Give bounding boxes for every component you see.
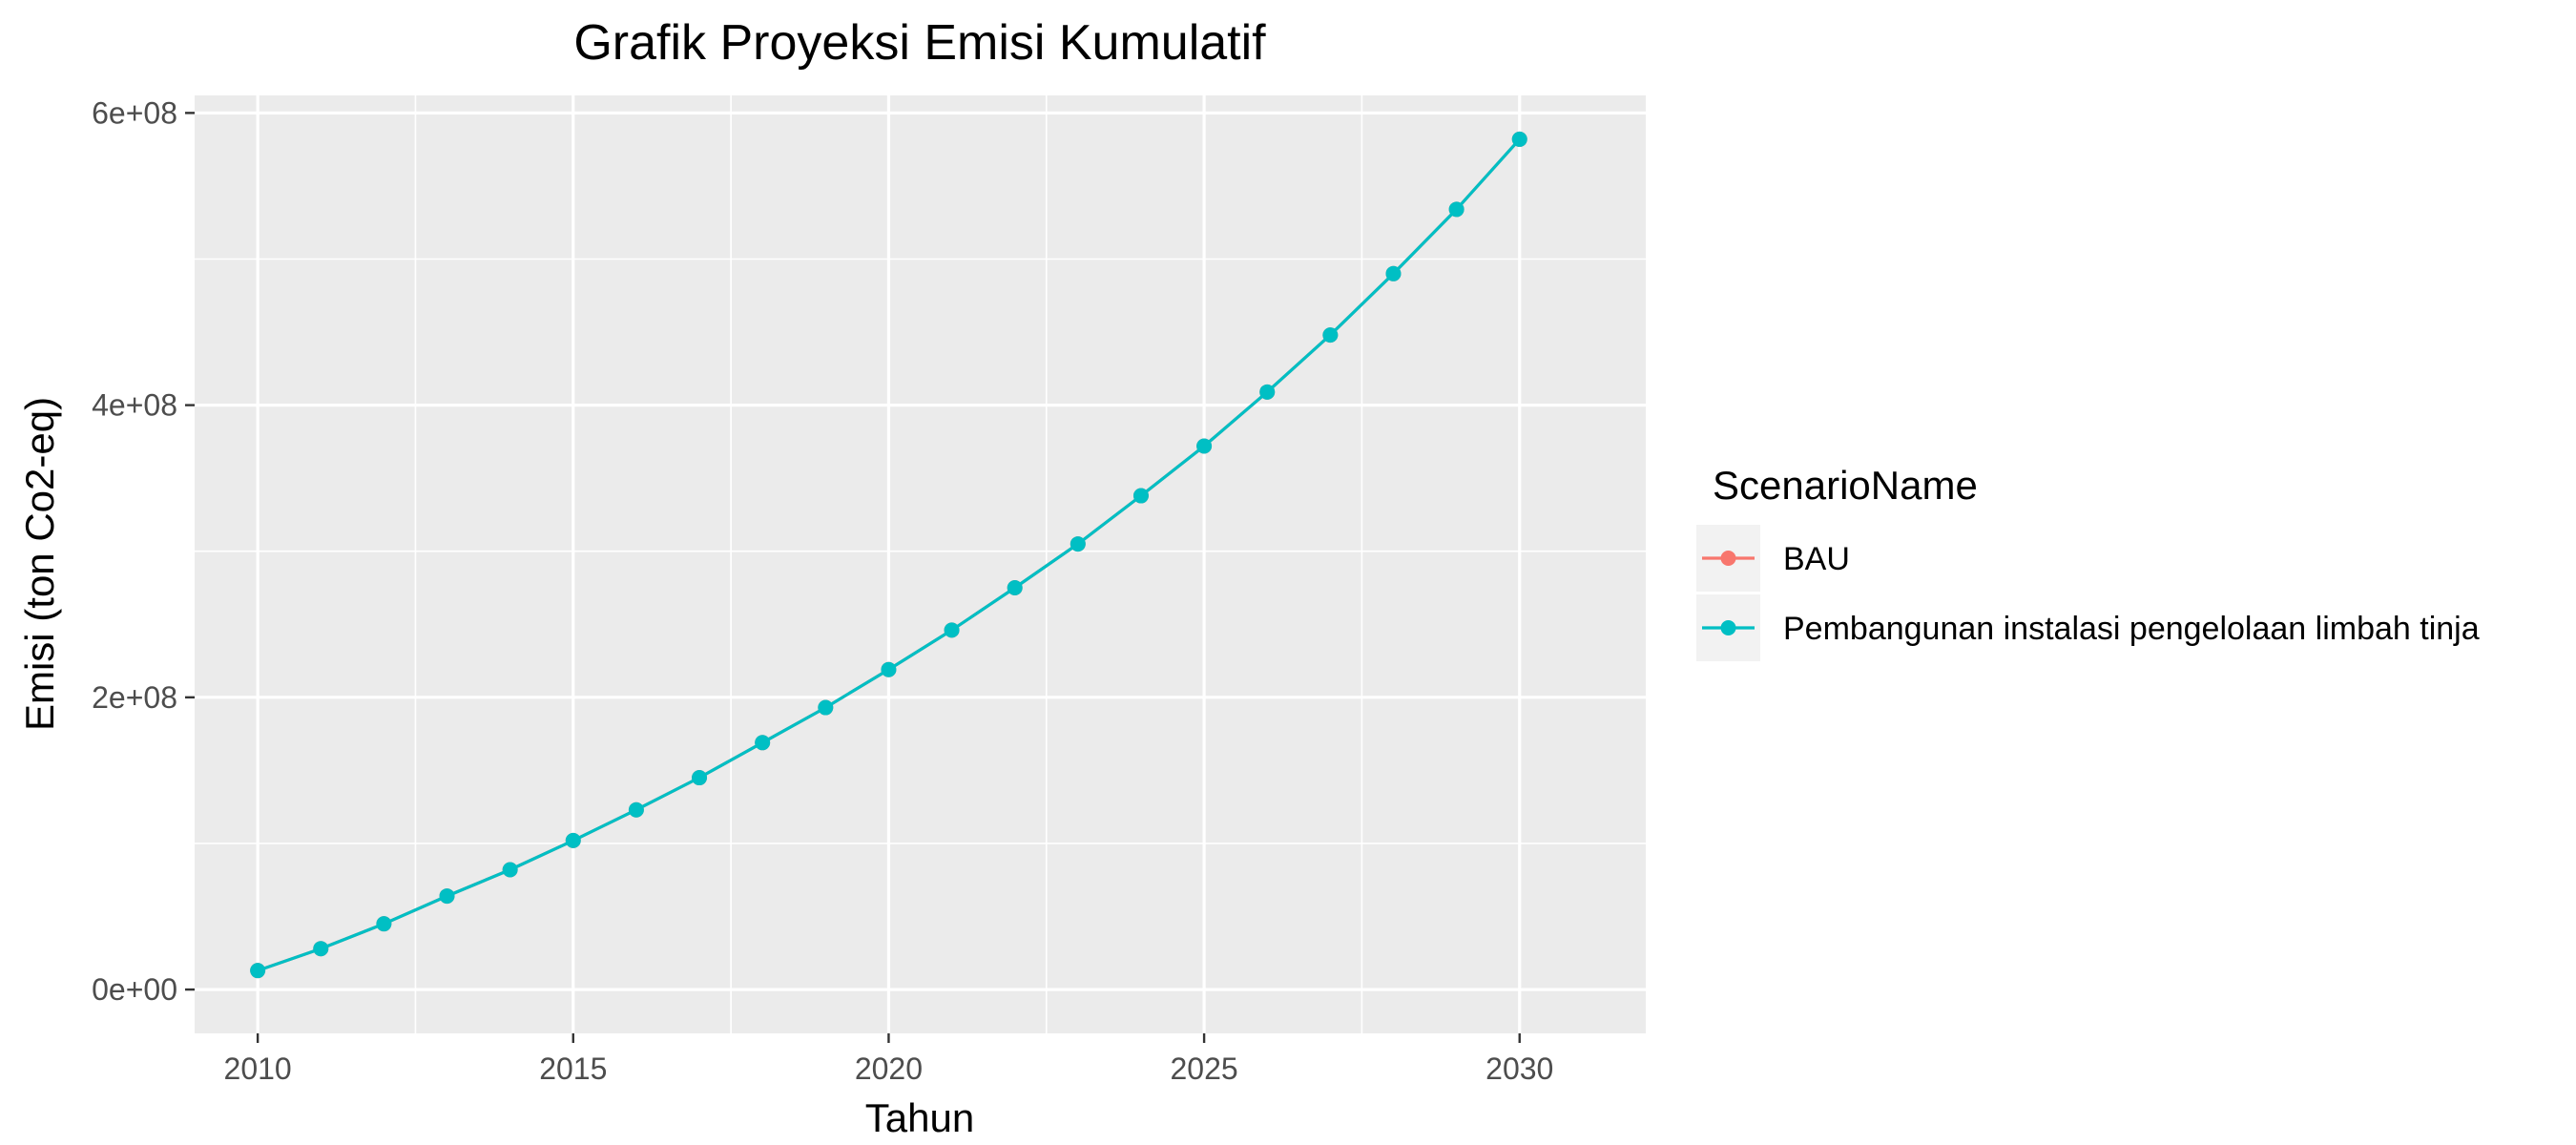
data-point (439, 888, 455, 905)
y-tick-label: 2e+08 (92, 680, 177, 715)
data-point (313, 941, 329, 957)
data-point (1007, 579, 1023, 595)
y-tick-label: 0e+00 (92, 972, 177, 1007)
x-tick-label: 2030 (1485, 1051, 1553, 1086)
grid-minor (195, 95, 1646, 1033)
data-point (881, 661, 897, 677)
data-point (628, 802, 644, 818)
legend-label: Pembangunan instalasi pengelolaan limbah… (1783, 611, 2480, 647)
data-point (1070, 536, 1086, 552)
chart-title: Grafik Proyeksi Emisi Kumulatif (573, 15, 1266, 71)
data-point (502, 862, 518, 878)
series-layer (250, 131, 1527, 979)
legend: ScenarioName BAU Pembangunan instalasi pe… (1696, 463, 2480, 661)
data-point (1259, 384, 1276, 400)
y-tick-label: 4e+08 (92, 388, 177, 423)
axes-layer: 2010 2015 2020 2025 2030 0e+00 2e+08 4e+08 6e+08 (92, 95, 1553, 1086)
data-point (1322, 327, 1339, 344)
data-point (1132, 488, 1149, 504)
x-tick-label: 2015 (539, 1051, 607, 1086)
legend-items: BAU Pembangunan instalasi pengelolaan lim… (1696, 525, 2480, 661)
data-point (250, 963, 266, 979)
data-point (1196, 438, 1213, 454)
y-tick-label: 6e+08 (92, 95, 177, 130)
data-point (755, 735, 771, 751)
data-point (944, 622, 960, 638)
legend-label: BAU (1783, 541, 1850, 577)
data-point (1511, 131, 1527, 147)
x-tick-label: 2020 (855, 1051, 923, 1086)
data-point (1448, 201, 1465, 218)
x-axis-title: Tahun (865, 1095, 974, 1140)
x-tick-label: 2010 (224, 1051, 292, 1086)
data-point (692, 770, 708, 786)
data-point (376, 916, 392, 932)
data-point (1385, 265, 1402, 281)
x-tick-label: 2025 (1170, 1051, 1237, 1086)
y-axis-title: Emisi (ton Co2-eq) (17, 397, 62, 731)
data-point (565, 832, 581, 848)
legend-key-point (1720, 551, 1736, 566)
legend-key-point (1720, 620, 1736, 635)
data-point (818, 699, 834, 716)
grid-major (195, 95, 1646, 1033)
plot-panel (195, 95, 1646, 1033)
legend-title: ScenarioName (1713, 463, 1978, 508)
